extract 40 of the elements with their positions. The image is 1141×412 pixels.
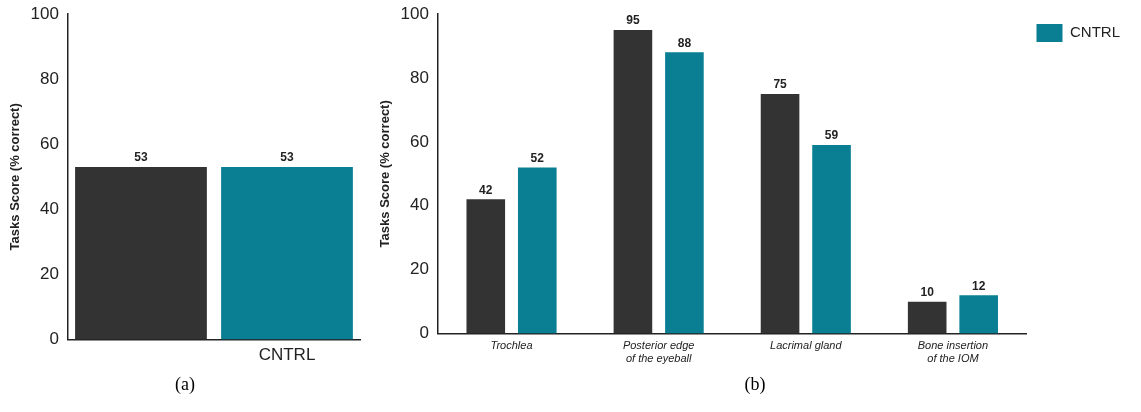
- data-label: 52: [530, 150, 545, 165]
- x-tick-label: CNTRL: [258, 345, 316, 365]
- y-tick-label: 100: [30, 3, 59, 23]
- y-tick-label: 0: [49, 329, 59, 349]
- y-tick-label: 60: [410, 131, 429, 151]
- y-tick-label: 40: [40, 199, 59, 219]
- y-tick-label: 80: [40, 68, 59, 88]
- bar: [613, 29, 653, 334]
- text: (b): [744, 374, 766, 395]
- x-tick-label: Bone insertion of the IOM: [917, 339, 989, 365]
- bar: [959, 295, 998, 334]
- y-tick-label: 60: [40, 133, 59, 153]
- y-axis-title: Tasks Score (% correct): [7, 103, 23, 251]
- text: (a): [175, 374, 195, 395]
- y-tick-label: 20: [410, 259, 429, 279]
- data-label: 10: [920, 284, 935, 299]
- data-label: 42: [479, 182, 493, 197]
- data-label: 53: [280, 150, 294, 165]
- data-label: 75: [773, 77, 788, 92]
- data-label: 53: [134, 150, 148, 165]
- bar: [812, 145, 851, 334]
- x-tick-label: Trochlea: [490, 339, 533, 352]
- data-label: 59: [824, 128, 839, 143]
- y-axis-title: Tasks Score (% correct): [377, 100, 393, 248]
- y-tick-label: 100: [400, 3, 429, 23]
- y-tick-label: 80: [410, 67, 429, 87]
- data-label: 95: [626, 13, 640, 28]
- bar: [907, 301, 947, 334]
- y-tick-label: 40: [410, 195, 429, 215]
- x-tick-label: Posterior edge of the eyeball: [622, 339, 695, 365]
- y-tick-label: 20: [40, 264, 59, 284]
- bar: [466, 199, 506, 334]
- y-tick-label: 0: [419, 323, 429, 343]
- data-label: 12: [972, 278, 986, 293]
- data-label: 88: [677, 35, 692, 50]
- x-tick-label: Lacrimal gland: [770, 339, 843, 352]
- bar: [665, 52, 704, 334]
- bar: [517, 167, 557, 334]
- legend-label: CNTRL: [1070, 23, 1121, 41]
- bar: [760, 93, 800, 334]
